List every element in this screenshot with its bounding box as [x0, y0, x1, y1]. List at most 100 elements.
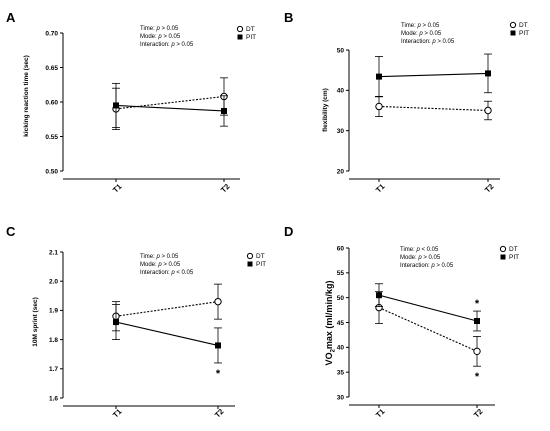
series-line-dt: [115, 95, 225, 110]
stat-line: Time: p > 0.05: [140, 26, 179, 32]
x-tick-label: T2: [219, 182, 232, 195]
series-line-dt: [115, 301, 219, 317]
stat-p: p: [431, 39, 436, 45]
panel-letter: B: [284, 10, 293, 25]
stat-value: > 0.05: [162, 34, 181, 40]
legend-marker-dt: [509, 21, 517, 29]
legend-marker-pit: [500, 254, 506, 260]
y-axis-label-rest: max (ml/min/kg): [324, 281, 334, 350]
y-tick-label: 0.50: [45, 168, 58, 175]
y-tick-label: 50: [337, 47, 345, 54]
stat-label: Mode:: [140, 262, 158, 268]
stat-p: p: [155, 26, 160, 32]
legend-label: DT: [246, 26, 255, 33]
y-tick-label: 30: [337, 128, 345, 135]
stat-label: Mode:: [400, 255, 418, 261]
x-tick-label: T1: [374, 182, 387, 195]
stat-value: > 0.05: [435, 263, 454, 269]
y-tick-label: 45: [337, 320, 345, 327]
y-axis-label: VO2max (ml/min/kg): [324, 281, 337, 366]
stat-label: Time:: [140, 26, 156, 32]
legend-label: DT: [256, 253, 265, 260]
stat-line: Mode: p > 0.05: [140, 262, 181, 268]
y-tick-label: 35: [337, 369, 345, 376]
stat-label: Interaction:: [140, 42, 171, 48]
stat-p: p: [155, 254, 160, 260]
significance-star: *: [475, 298, 480, 310]
legend-marker-dt: [246, 252, 254, 260]
stat-p: p: [415, 247, 420, 253]
series-line-pit: [115, 321, 219, 346]
panel-letter: A: [6, 10, 16, 25]
stat-line: Interaction: p < 0.05: [140, 270, 194, 276]
stat-value: > 0.05: [160, 254, 179, 260]
x-tick-label: T2: [213, 407, 226, 420]
legend-marker-pit: [247, 261, 253, 267]
x-tick-label: T2: [472, 407, 485, 420]
stat-label: Time:: [401, 23, 417, 29]
x-tick-label: T2: [483, 182, 496, 195]
y-tick-label: 1.8: [49, 337, 58, 344]
legend-label: PIT: [256, 261, 266, 268]
y-tick-label: 55: [337, 270, 345, 277]
data-point-pit: [376, 73, 382, 80]
stat-label: Interaction:: [140, 270, 171, 276]
legend-label: DT: [509, 246, 518, 253]
y-tick-label: 1.9: [49, 308, 58, 315]
y-axis-label-sub: 2: [331, 348, 337, 352]
series-line-dt: [378, 307, 478, 352]
stat-p: p: [170, 42, 175, 48]
data-point-pit: [485, 70, 491, 77]
stat-value: > 0.05: [423, 31, 442, 37]
stat-line: Interaction: p > 0.05: [401, 39, 455, 45]
y-tick-label: 30: [337, 394, 345, 401]
x-tick-label: T1: [111, 182, 124, 195]
stat-label: Interaction:: [400, 263, 431, 269]
data-point-pit: [376, 292, 382, 299]
y-axis-label: flexibility (cm): [322, 88, 329, 132]
data-point-dt: [375, 102, 383, 111]
stat-p: p: [416, 23, 421, 29]
legend-label: PIT: [519, 30, 529, 37]
stat-p: p: [170, 270, 175, 276]
stat-line: Time: p > 0.05: [401, 23, 440, 29]
data-point-dt: [473, 347, 481, 356]
x-tick-label: T1: [374, 407, 387, 420]
significance-star: *: [216, 368, 221, 380]
stat-value: > 0.05: [422, 255, 441, 261]
stat-value: > 0.05: [162, 262, 181, 268]
panel-b: B flexibility (cm) 20 30 40 50 T1 T2 Time: p >…: [284, 10, 529, 195]
data-point-pit: [474, 318, 480, 325]
stat-line: Time: p < 0.05: [400, 247, 439, 253]
legend-marker-pit: [237, 34, 243, 40]
stat-value: < 0.05: [175, 270, 194, 276]
stat-line: Interaction: p > 0.05: [140, 42, 194, 48]
y-axis-label: 10M sprint (sec): [32, 297, 39, 347]
panel-c: C 10M sprint (sec) 1.6 1.7 1.8 1.9 2.0 2.1 T1 T…: [6, 224, 266, 420]
stat-value: < 0.05: [420, 247, 439, 253]
y-tick-label: 50: [337, 295, 345, 302]
stat-line: Interaction: p > 0.05: [400, 263, 454, 269]
stat-line: Mode: p > 0.05: [140, 34, 181, 40]
stat-value: > 0.05: [160, 26, 179, 32]
legend-label: DT: [519, 22, 528, 29]
y-tick-label: 1.7: [49, 366, 58, 373]
y-tick-label: 0.60: [45, 99, 58, 106]
stat-p: p: [430, 263, 435, 269]
stat-p: p: [157, 34, 162, 40]
y-tick-label: 40: [337, 345, 345, 352]
stat-value: > 0.05: [436, 39, 455, 45]
stat-label: Time:: [140, 254, 156, 260]
data-point-pit: [113, 102, 119, 109]
y-axis-label: kicking reaction time (sec): [23, 55, 30, 137]
legend-label: PIT: [509, 254, 519, 261]
stat-label: Mode:: [140, 34, 158, 40]
stat-p: p: [157, 262, 162, 268]
series-line-pit: [378, 72, 489, 78]
y-tick-label: 0.55: [45, 134, 58, 141]
stat-p: p: [417, 255, 422, 261]
stat-line: Time: p > 0.05: [140, 254, 179, 260]
y-tick-label: 40: [337, 88, 345, 95]
stat-label: Mode:: [401, 31, 419, 37]
